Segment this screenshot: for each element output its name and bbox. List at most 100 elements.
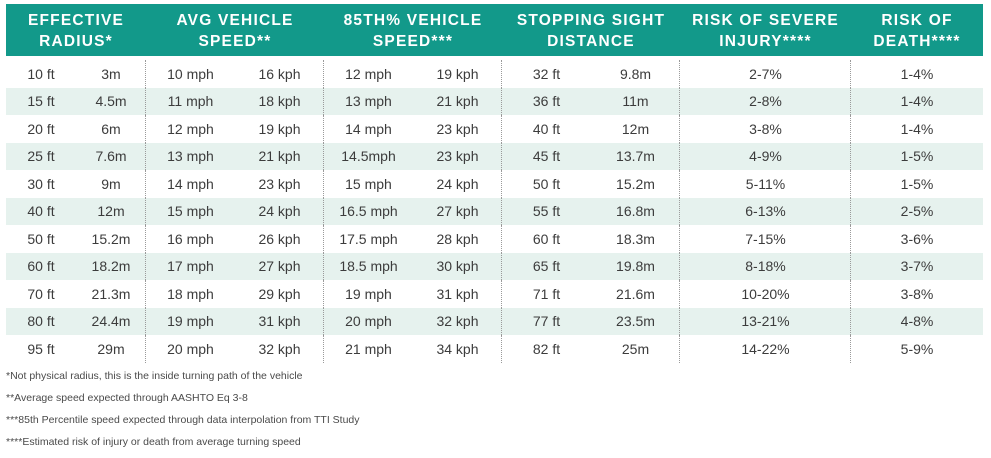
cell-risk-injury: 5-11% <box>680 170 851 198</box>
cell-85th-speed-mph: 14 mph <box>345 120 392 137</box>
cell-avg-speed-mph: 19 mph <box>167 313 214 330</box>
cell-85th-speed-mph: 21 mph <box>345 340 392 357</box>
cell-85th-speed-kph: 23 kph <box>413 142 502 171</box>
cell-avg-speed-mph: 14 mph <box>167 175 214 192</box>
cell-avg-speed-kph: 23 kph <box>235 170 324 198</box>
header-avg-vehicle-speed: AVG VEHICLE SPEED** <box>176 12 294 50</box>
cell-radius-ft: 95 ft <box>27 340 55 357</box>
cell-avg-speed-mph: 10 mph <box>167 65 214 82</box>
cell-risk-death: 1-5% <box>900 175 934 192</box>
cell-radius-m: 15.2m <box>76 225 146 253</box>
table-row: 70 ft 21.3m 18 mph 29 kph 19 mph 31 kph 71 ft 2… <box>6 280 983 308</box>
table-row: 60 ft 18.2m 17 mph 27 kph 18.5 mph 30 kph 65 f… <box>6 252 983 281</box>
cell-stopping-distance-m: 18.3m <box>591 225 680 253</box>
cell-risk-death: 1-5% <box>900 148 934 165</box>
cell-risk-death: 1-4% <box>900 93 934 110</box>
table-row: 30 ft 9m 14 mph 23 kph 15 mph 24 kph 50 ft 15.2… <box>6 170 983 198</box>
cell-85th-speed-mph: 13 mph <box>345 93 392 110</box>
cell-stopping-distance-m: 19.8m <box>591 252 680 281</box>
header-stopping-sight-distance: STOPPING SIGHT DISTANCE <box>516 12 666 50</box>
cell-stopping-distance-ft: 65 ft <box>532 258 561 275</box>
table-header: EFFECTIVE RADIUS* AVG VEHICLE SPEED** 85… <box>6 4 983 56</box>
cell-radius-ft: 30 ft <box>27 175 55 192</box>
cell-radius-ft: 15 ft <box>27 93 55 110</box>
table-row: 10 ft 3m 10 mph 16 kph 12 mph 19 kph 32 ft 9.8m… <box>6 60 983 88</box>
cell-85th-speed-mph: 20 mph <box>345 313 392 330</box>
cell-avg-speed-kph: 27 kph <box>235 252 324 281</box>
cell-85th-speed-mph: 14.5mph <box>341 148 396 165</box>
cell-radius-m: 6m <box>76 115 146 143</box>
cell-risk-death: 1-4% <box>900 65 934 82</box>
cell-85th-speed-kph: 31 kph <box>413 280 502 308</box>
cell-85th-speed-mph: 12 mph <box>345 65 392 82</box>
cell-stopping-distance-m: 9.8m <box>591 60 680 88</box>
cell-radius-m: 4.5m <box>76 87 146 116</box>
cell-risk-injury: 4-9% <box>680 142 851 171</box>
cell-85th-speed-kph: 28 kph <box>413 225 502 253</box>
footnotes: *Not physical radius, this is the inside… <box>6 369 360 457</box>
cell-avg-speed-mph: 11 mph <box>167 93 214 110</box>
cell-radius-m: 12m <box>76 197 146 226</box>
cell-risk-injury: 8-18% <box>680 252 851 281</box>
cell-radius-m: 18.2m <box>76 252 146 281</box>
cell-avg-speed-mph: 17 mph <box>167 258 214 275</box>
cell-85th-speed-mph: 19 mph <box>345 285 392 302</box>
cell-avg-speed-mph: 12 mph <box>167 120 214 137</box>
cell-avg-speed-kph: 24 kph <box>235 197 324 226</box>
cell-radius-ft: 60 ft <box>27 258 55 275</box>
cell-85th-speed-mph: 18.5 mph <box>339 258 398 275</box>
footnote-85th-speed: ***85th Percentile speed expected throug… <box>6 414 360 426</box>
cell-85th-speed-mph: 16.5 mph <box>339 203 398 220</box>
cell-risk-injury: 14-22% <box>680 335 851 363</box>
cell-avg-speed-mph: 20 mph <box>167 340 214 357</box>
cell-avg-speed-mph: 15 mph <box>167 203 214 220</box>
footnote-radius: *Not physical radius, this is the inside… <box>6 370 303 382</box>
cell-stopping-distance-ft: 32 ft <box>532 65 561 82</box>
cell-avg-speed-kph: 21 kph <box>235 142 324 171</box>
cell-85th-speed-kph: 19 kph <box>413 60 502 88</box>
cell-radius-m: 29m <box>76 335 146 363</box>
cell-radius-m: 3m <box>76 60 146 88</box>
table-row: 25 ft 7.6m 13 mph 21 kph 14.5mph 23 kph 45 ft 1… <box>6 142 983 171</box>
cell-radius-m: 24.4m <box>76 307 146 336</box>
cell-stopping-distance-ft: 82 ft <box>532 340 561 357</box>
cell-radius-m: 9m <box>76 170 146 198</box>
cell-avg-speed-kph: 31 kph <box>235 307 324 336</box>
cell-stopping-distance-ft: 55 ft <box>532 203 561 220</box>
cell-avg-speed-mph: 13 mph <box>167 148 214 165</box>
table-row: 50 ft 15.2m 16 mph 26 kph 17.5 mph 28 kph 60 f… <box>6 225 983 253</box>
cell-radius-ft: 40 ft <box>27 203 55 220</box>
cell-risk-injury: 7-15% <box>680 225 851 253</box>
cell-risk-death: 3-8% <box>900 285 934 302</box>
cell-85th-speed-kph: 21 kph <box>413 87 502 116</box>
cell-85th-speed-kph: 34 kph <box>413 335 502 363</box>
cell-stopping-distance-m: 25m <box>591 335 680 363</box>
cell-radius-ft: 25 ft <box>27 148 55 165</box>
cell-risk-death: 3-7% <box>900 258 934 275</box>
cell-radius-ft: 10 ft <box>27 65 55 82</box>
cell-risk-injury: 2-8% <box>680 87 851 116</box>
cell-avg-speed-mph: 18 mph <box>167 285 214 302</box>
cell-risk-death: 5-9% <box>900 340 934 357</box>
cell-radius-ft: 70 ft <box>27 285 55 302</box>
header-risk-severe-injury: RISK OF SEVERE INJURY**** <box>692 12 839 50</box>
cell-risk-injury: 2-7% <box>680 60 851 88</box>
cell-risk-injury: 10-20% <box>680 280 851 308</box>
table-row: 95 ft 29m 20 mph 32 kph 21 mph 34 kph 82 ft 25m… <box>6 335 983 363</box>
cell-stopping-distance-m: 12m <box>591 115 680 143</box>
cell-risk-injury: 6-13% <box>680 197 851 226</box>
cell-avg-speed-kph: 16 kph <box>235 60 324 88</box>
cell-stopping-distance-ft: 77 ft <box>532 313 561 330</box>
cell-risk-injury: 13-21% <box>680 307 851 336</box>
cell-radius-m: 21.3m <box>76 280 146 308</box>
cell-avg-speed-mph: 16 mph <box>167 230 214 247</box>
cell-stopping-distance-m: 16.8m <box>591 197 680 226</box>
footnote-avg-speed: **Average speed expected through AASHTO … <box>6 392 248 404</box>
turning-speed-table: EFFECTIVE RADIUS* AVG VEHICLE SPEED** 85… <box>6 4 983 363</box>
header-risk-death: RISK OF DEATH**** <box>873 12 961 50</box>
cell-85th-speed-mph: 17.5 mph <box>339 230 398 247</box>
cell-risk-death: 1-4% <box>900 120 934 137</box>
footnote-risk: ****Estimated risk of injury or death fr… <box>6 436 301 448</box>
cell-stopping-distance-ft: 45 ft <box>532 148 561 165</box>
cell-risk-death: 3-6% <box>900 230 934 247</box>
